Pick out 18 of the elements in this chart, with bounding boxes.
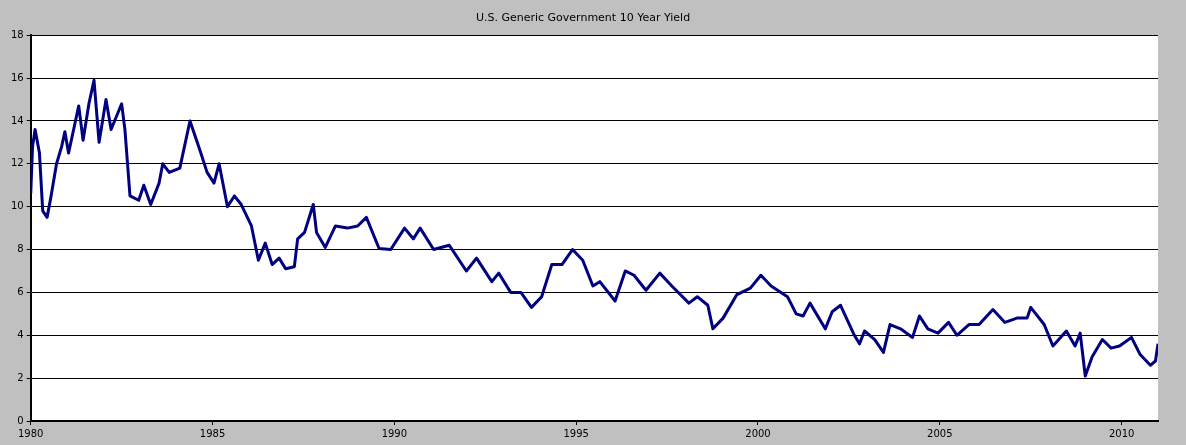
x-tick-label: 2010	[1108, 427, 1135, 439]
y-tick-label: 4	[17, 328, 24, 340]
y-tick-label: 18	[10, 28, 24, 40]
x-tick-label: 1990	[381, 427, 408, 439]
y-tick-label: 12	[10, 157, 24, 169]
y-tick-label: 8	[17, 243, 24, 255]
chart-title: U.S. Generic Government 10 Year Yield	[475, 11, 691, 25]
y-tick-label: 2	[17, 371, 24, 383]
y-tick-label: 14	[10, 114, 24, 126]
y-tick-label: 6	[17, 285, 24, 297]
y-tick-label: 16	[10, 71, 24, 83]
x-tick-label: 1995	[563, 427, 589, 439]
x-tick-label: 1980	[18, 427, 44, 439]
y-tick-label: 10	[10, 200, 24, 212]
x-tick-label: 1985	[199, 427, 226, 439]
x-tick-label: 2000	[745, 427, 771, 439]
x-tick-label: 2005	[927, 427, 953, 439]
y-tick-label: 0	[17, 414, 24, 426]
